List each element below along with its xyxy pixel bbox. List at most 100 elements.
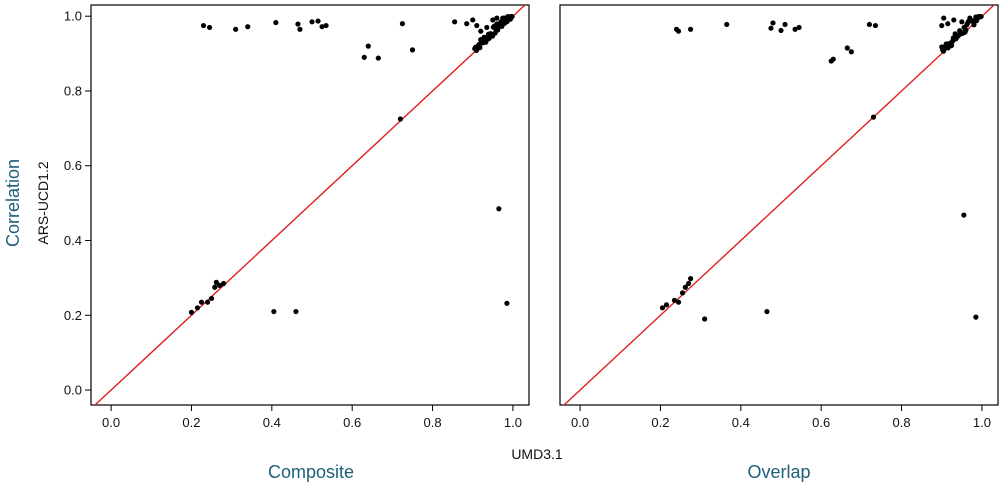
data-point (963, 27, 969, 33)
x-tick-label: 0.4 (263, 415, 281, 430)
data-point (948, 42, 955, 48)
panel-title: Overlap (747, 462, 810, 482)
points-layer (188, 13, 515, 315)
data-point (682, 284, 688, 290)
points-layer (659, 13, 984, 322)
data-point (271, 308, 277, 315)
y-axis-label: ARS-UCD1.2 (35, 161, 51, 244)
data-point (208, 295, 215, 302)
data-point (830, 56, 836, 62)
y-axis: 0.0 0.2 0.4 0.6 0.8 1.0 (64, 9, 91, 398)
data-point (951, 17, 957, 23)
data-point (504, 300, 510, 306)
data-point (770, 20, 776, 26)
data-point (764, 308, 770, 315)
data-point (679, 290, 686, 296)
data-point (474, 22, 480, 29)
data-point (959, 19, 965, 25)
data-point (245, 24, 251, 30)
y-tick-label: 0.4 (64, 233, 82, 248)
data-point (978, 13, 984, 20)
reference-line (93, 5, 527, 405)
data-point (782, 21, 788, 28)
data-point (198, 299, 205, 305)
x-tick-label: 0.2 (651, 415, 669, 430)
data-point (702, 316, 708, 322)
data-point (724, 21, 730, 28)
data-point (464, 21, 470, 27)
data-point (204, 299, 211, 305)
data-point (945, 21, 951, 27)
x-tick-label: 0.0 (102, 415, 120, 430)
data-point (675, 28, 682, 34)
data-point (365, 43, 371, 49)
data-point (315, 18, 321, 24)
data-point (796, 24, 802, 31)
data-point (509, 13, 515, 20)
x-axis-label: UMD3.1 (511, 446, 563, 462)
plot-area (93, 5, 527, 405)
data-point (470, 17, 476, 23)
data-point (490, 17, 496, 23)
data-point (194, 305, 201, 311)
data-point (848, 49, 854, 55)
data-point (961, 212, 967, 218)
panel-overlap: 0.0 0.2 0.4 0.6 0.8 1.0 Overlap (559, 4, 999, 482)
data-point (297, 26, 303, 32)
data-point (844, 45, 850, 51)
data-point (323, 22, 329, 29)
panel-frame (90, 4, 530, 406)
data-point (671, 297, 678, 303)
y-tick-label: 0.6 (64, 158, 82, 173)
panel-title: Composite (268, 462, 354, 482)
data-point (675, 299, 682, 305)
data-point (872, 22, 879, 29)
data-point (941, 15, 947, 21)
data-point (792, 26, 798, 32)
data-point (233, 26, 239, 32)
data-point (397, 116, 404, 122)
data-point (687, 26, 694, 32)
y-tick-label: 1.0 (64, 9, 82, 24)
y-tick-label: 0.2 (64, 308, 82, 323)
reference-line (562, 5, 996, 405)
x-tick-label: 1.0 (973, 415, 991, 430)
data-point (221, 280, 227, 287)
x-tick-label: 0.6 (812, 415, 830, 430)
data-point (452, 19, 458, 25)
data-point (361, 54, 367, 60)
data-point (663, 302, 670, 308)
y-tick-label: 0.8 (64, 83, 82, 98)
data-point (659, 305, 666, 311)
plot-area (562, 5, 996, 405)
data-point (866, 21, 873, 28)
data-point (188, 309, 195, 315)
data-point (494, 15, 500, 21)
data-point (399, 21, 406, 27)
data-point (309, 19, 315, 25)
data-point (685, 280, 692, 287)
x-tick-label: 0.4 (732, 415, 750, 430)
data-point (319, 24, 325, 30)
data-point (295, 21, 301, 27)
x-tick-label: 0.8 (893, 415, 911, 430)
panel-composite: 0.0 0.2 0.4 0.6 0.8 1.0 0.0 0.2 0.4 0.6 0.8 1.0 Co… (64, 4, 530, 482)
data-point (870, 114, 877, 120)
data-point (200, 22, 207, 29)
data-point (206, 24, 213, 31)
data-point (375, 55, 381, 61)
x-axis: 0.0 0.2 0.4 0.6 0.8 1.0 (102, 405, 522, 430)
data-point (212, 284, 218, 290)
x-tick-label: 0.2 (182, 415, 200, 430)
data-point (478, 28, 484, 34)
data-point (484, 24, 490, 31)
data-point (477, 45, 483, 51)
x-tick-label: 0.8 (424, 415, 442, 430)
panel-frame (559, 4, 999, 406)
x-tick-label: 0.6 (343, 415, 361, 430)
data-point (496, 206, 502, 212)
data-point (778, 27, 784, 34)
data-point (293, 308, 299, 315)
data-point (768, 25, 774, 31)
